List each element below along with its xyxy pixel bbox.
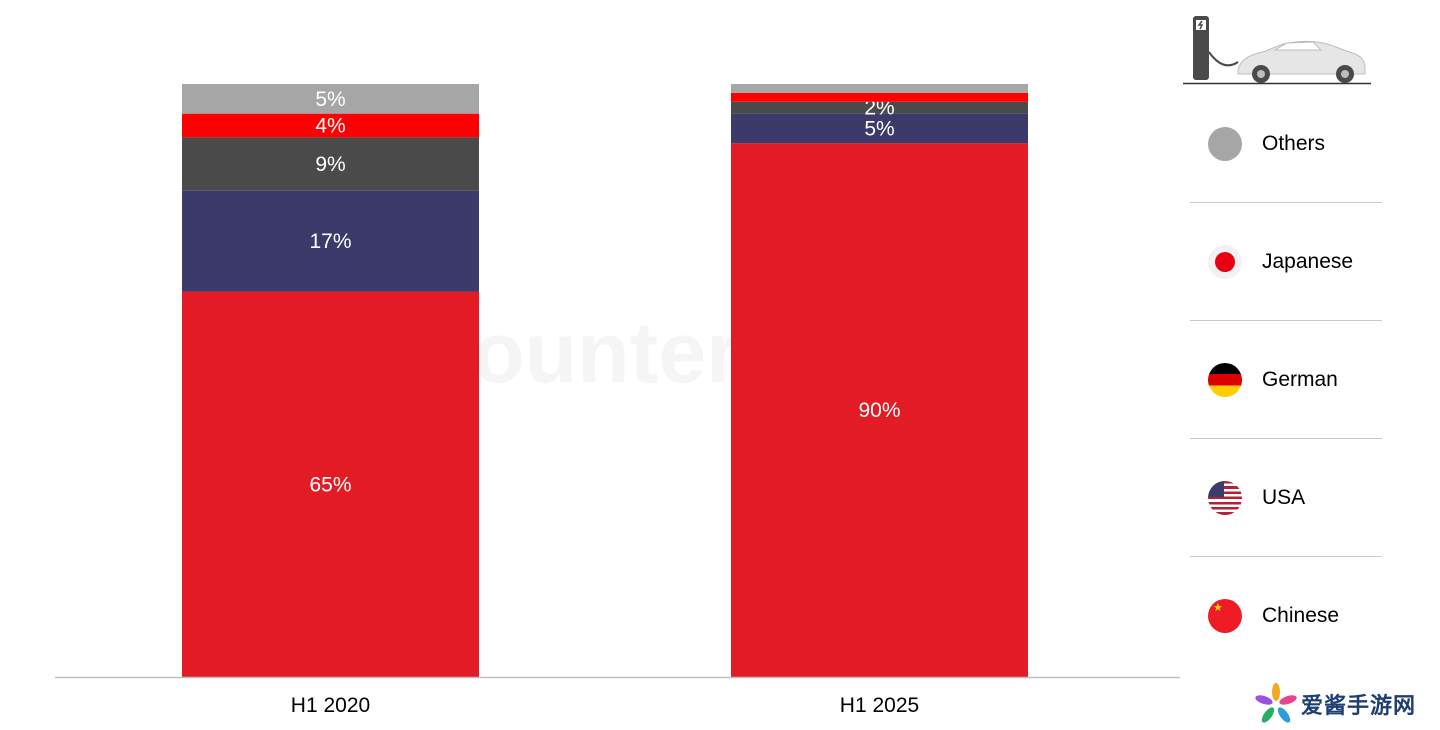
legend-label: German [1262, 367, 1338, 391]
bar-others-0 [182, 84, 479, 114]
japan-flag-icon [1208, 244, 1242, 279]
ev-charging-car-icon [1183, 12, 1373, 91]
legend-label: Chinese [1262, 604, 1340, 627]
data-label: 17% [309, 230, 351, 253]
legend-item-chinese: ★ Chinese [1190, 557, 1382, 675]
bar-japanese-0 [182, 113, 479, 138]
legend-item-others: Others [1190, 85, 1382, 203]
grey-dot-icon [1208, 126, 1242, 161]
x-tick-label: H1 2020 [291, 694, 370, 717]
china-flag-icon: ★ [1208, 599, 1242, 633]
x-tick-label: H1 2025 [840, 694, 919, 717]
bar-others-1 [731, 84, 1028, 93]
bar-german-1 [731, 101, 1028, 114]
data-label: 90% [858, 399, 900, 422]
data-label: 65% [309, 473, 351, 496]
germany-flag-icon [1208, 362, 1242, 397]
legend-label: Japanese [1262, 249, 1354, 273]
legend-item-japanese: Japanese [1190, 203, 1382, 321]
data-label: 5% [315, 88, 345, 111]
usa-flag-icon [1208, 480, 1242, 515]
site-logo: 爱酱手游网 [1255, 683, 1416, 725]
legend-label: Others [1262, 131, 1326, 155]
bar-chinese-1 [731, 143, 1028, 678]
legend: Others Japanese German USA ★ Chinese [1190, 85, 1382, 675]
bar-japanese-1 [731, 92, 1028, 102]
data-label: 2% [864, 97, 894, 120]
data-label: 5% [864, 117, 894, 140]
legend-item-usa: USA [1190, 439, 1382, 557]
data-label: 9% [315, 153, 345, 176]
legend-label: USA [1262, 485, 1306, 509]
flower-logo-icon [1255, 683, 1297, 723]
bar-usa-1 [731, 113, 1028, 144]
bar-german-0 [182, 137, 479, 191]
bar-chinese-0 [182, 291, 479, 677]
bar-usa-0 [182, 190, 479, 292]
stacked-bar-chart: Counterpoint 65%17%9%4%5%90%5%2% H1 2020… [55, 84, 1180, 717]
site-logo-text: 爱酱手游网 [1301, 694, 1417, 719]
legend-item-german: German [1190, 321, 1382, 439]
data-label: 4% [315, 115, 345, 138]
